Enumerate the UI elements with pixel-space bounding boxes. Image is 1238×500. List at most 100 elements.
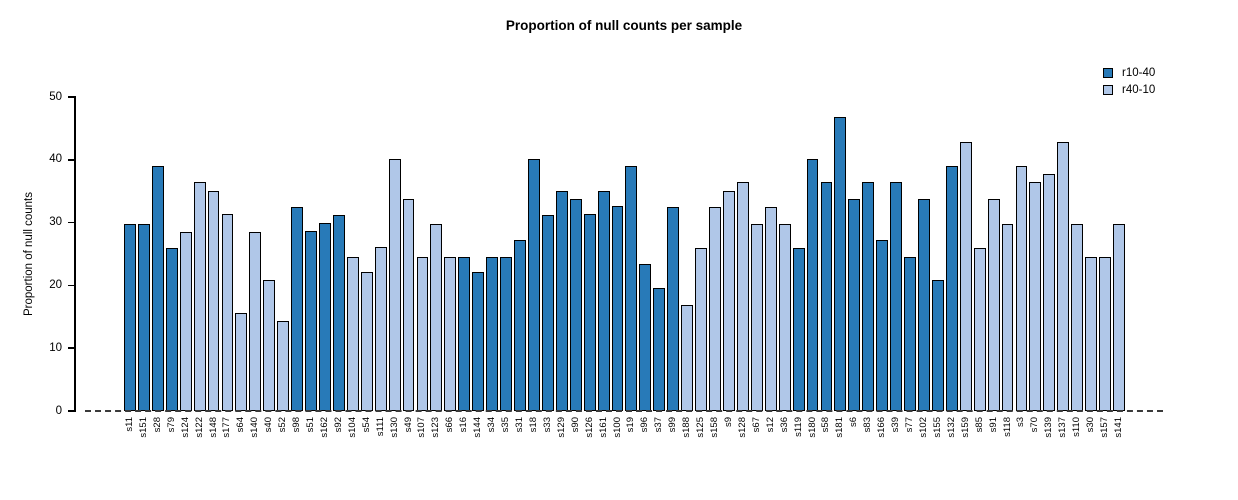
x-axis-label: s104: [346, 417, 358, 438]
y-axis-tick-label: 30: [49, 216, 62, 229]
y-axis-tick-label: 40: [49, 153, 62, 166]
x-axis-label: s58: [820, 417, 832, 433]
bar-s3: [1015, 166, 1028, 411]
bar-s39: [890, 181, 903, 411]
y-axis-title: Proportion of null counts: [23, 191, 35, 317]
bar-s162: [319, 223, 331, 411]
x-axis-label: s11: [123, 417, 135, 432]
x-axis-label: s3: [1015, 417, 1027, 428]
bar-s166: [876, 239, 889, 411]
x-axis-label: s19: [625, 417, 637, 433]
bar-s104: [346, 256, 359, 411]
bar-s12: [764, 206, 777, 411]
y-axis-tick: [68, 284, 75, 287]
x-axis-label: s140: [249, 417, 261, 438]
bar-s40: [263, 280, 276, 411]
bar-s77: [904, 256, 916, 411]
y-axis-line: [74, 96, 76, 412]
x-axis-label: s144: [472, 417, 484, 438]
bar-s118: [1001, 223, 1014, 411]
x-axis-label: s124: [179, 417, 191, 438]
y-axis-tick-label: 0: [55, 404, 62, 417]
x-axis-label: s98: [291, 417, 303, 433]
bar-s28: [151, 166, 164, 411]
x-axis-label: s30: [1085, 417, 1097, 433]
bar-s49: [402, 198, 415, 411]
x-axis-label: s158: [709, 417, 720, 438]
x-axis-label: s161: [597, 417, 609, 438]
bar-s148: [207, 191, 220, 411]
x-axis-label: s188: [681, 417, 693, 438]
legend-label: r40-10: [1122, 83, 1156, 96]
x-axis-label: s31: [513, 417, 525, 433]
x-axis-label: s137: [1057, 417, 1069, 438]
x-axis-label: s129: [555, 417, 567, 438]
y-axis-tick: [68, 96, 75, 98]
bar-s9: [722, 191, 735, 411]
x-axis-label: s107: [416, 417, 428, 438]
legend-swatch-dark: [1103, 67, 1113, 78]
bar-s64: [235, 313, 248, 411]
bar-s34: [486, 256, 499, 411]
x-axis-label: s132: [945, 417, 957, 438]
x-axis-label: s159: [959, 417, 971, 438]
legend-label: r10-40: [1122, 66, 1156, 79]
y-axis-tick-label: 10: [49, 341, 62, 354]
x-axis-label: s85: [973, 417, 985, 433]
legend-item-r10-40: r10-40: [1103, 64, 1155, 81]
x-axis-label: s39: [890, 417, 902, 433]
x-axis-label: s51: [305, 417, 317, 433]
x-axis-label: s96: [639, 417, 651, 433]
x-axis-label: s90: [569, 417, 581, 433]
x-axis-label: s64: [235, 417, 247, 433]
bar-s16: [458, 256, 471, 411]
bar-s111: [374, 247, 387, 411]
bar-s181: [834, 117, 847, 411]
bar-s52: [277, 321, 290, 411]
bar-s31: [514, 239, 526, 411]
bar-s128: [736, 181, 749, 411]
x-axis-label: s83: [862, 417, 874, 433]
bar-s11: [124, 223, 136, 411]
x-axis-label: s111: [374, 417, 386, 437]
x-axis-label: s110: [1071, 417, 1083, 437]
x-axis-label: s151: [137, 417, 149, 438]
bar-s35: [500, 256, 512, 411]
bar-s91: [987, 198, 1000, 411]
x-axis-label: s28: [151, 417, 163, 433]
bar-s177: [221, 214, 234, 411]
bar-s124: [179, 232, 192, 411]
x-axis-label: s130: [388, 417, 400, 438]
x-axis-label: s139: [1043, 417, 1055, 438]
bar-s37: [653, 287, 666, 411]
bar-s83: [862, 181, 875, 411]
x-axis-label: s37: [653, 417, 665, 433]
x-axis-label: s77: [904, 417, 916, 433]
bar-s30: [1085, 256, 1098, 411]
bar-s140: [249, 232, 262, 411]
bar-s51: [305, 231, 317, 411]
bar-s122: [193, 182, 206, 411]
x-axis-label: s99: [667, 417, 679, 433]
x-axis-label: s18: [527, 417, 539, 433]
bar-s188: [681, 304, 694, 411]
x-axis-label: s16: [458, 417, 470, 433]
x-axis-label: s119: [792, 417, 804, 437]
bar-s96: [639, 264, 652, 411]
bar-s137: [1057, 142, 1070, 411]
bar-s54: [360, 272, 373, 411]
x-axis-label: s125: [695, 417, 707, 438]
legend: r10-40 r40-10: [1103, 64, 1155, 98]
legend-item-r40-10: r40-10: [1103, 81, 1155, 98]
x-axis-label: s157: [1099, 417, 1111, 438]
bar-s90: [569, 198, 582, 411]
bar-s126: [583, 214, 596, 411]
legend-swatch-light: [1103, 84, 1113, 95]
bar-s70: [1029, 181, 1042, 411]
bar-s125: [695, 247, 708, 411]
x-axis-label: s92: [332, 417, 344, 433]
bar-s98: [291, 206, 304, 411]
bar-s18: [527, 158, 540, 411]
bar-s130: [388, 158, 401, 411]
